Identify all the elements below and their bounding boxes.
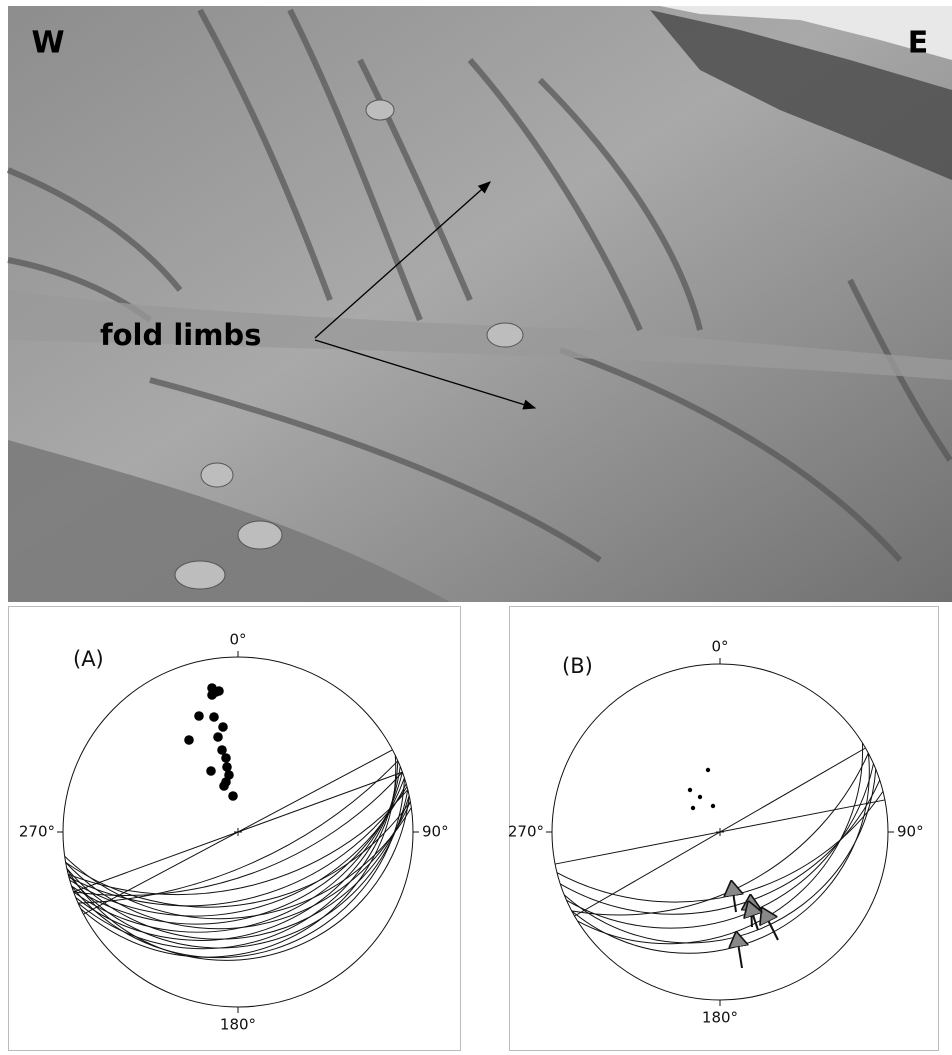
- panel-frame: [9, 607, 461, 1051]
- pole-point: [222, 762, 232, 772]
- great-circle: [72, 778, 405, 958]
- pole-point: [691, 806, 695, 810]
- great-circle: [567, 764, 874, 928]
- pole-point: [711, 804, 715, 808]
- pole-point: [213, 732, 223, 742]
- pole-point: [221, 753, 231, 763]
- slip-arrow: [751, 906, 752, 927]
- great-circle: [66, 802, 411, 908]
- pole-point: [209, 712, 219, 722]
- stereonet: 0° 180° 90° 270° (B): [508, 638, 924, 1027]
- slip-arrow: [752, 912, 758, 930]
- great-circle: [578, 743, 863, 944]
- slip-arrow: [738, 943, 742, 968]
- north-label: 0°: [711, 638, 728, 656]
- great-circle: [76, 766, 401, 940]
- great-circle: [70, 784, 406, 916]
- west-label: 270°: [19, 823, 55, 841]
- pole-point: [706, 768, 710, 772]
- great-circle: [69, 787, 407, 906]
- west-label: W: [31, 26, 64, 61]
- pole-point: [698, 795, 702, 799]
- great-circle: [74, 772, 403, 932]
- pole-point: [688, 788, 692, 792]
- east-label: 90°: [422, 823, 449, 841]
- great-circle: [72, 778, 405, 924]
- south-label: 180°: [220, 1016, 256, 1034]
- pole-point: [207, 690, 217, 700]
- panel-label: (A): [73, 647, 104, 671]
- north-label: 0°: [229, 631, 246, 649]
- outcrop-photo: W E fold limbs: [8, 6, 952, 602]
- stereonet: 0° 180° 90° 270° (A): [19, 631, 449, 1034]
- pole-point: [219, 781, 229, 791]
- east-label: E: [908, 26, 929, 61]
- figure: W E fold limbs 0° 180° 90° 270° (A) 0° 180° 90…: [0, 0, 952, 1051]
- great-circle: [572, 753, 870, 953]
- annotation: fold limbs: [100, 318, 261, 352]
- pole-point: [206, 766, 216, 776]
- great-circle: [575, 748, 866, 916]
- pole-point: [218, 722, 228, 732]
- great-circle: [564, 769, 876, 943]
- pole-point: [184, 735, 194, 745]
- great-circle: [68, 790, 408, 895]
- pole-point: [194, 711, 204, 721]
- pole-point: [228, 791, 238, 801]
- east-label: 90°: [897, 823, 924, 841]
- panel-label: (B): [562, 654, 593, 678]
- south-label: 180°: [702, 1009, 738, 1027]
- west-label: 270°: [508, 823, 544, 841]
